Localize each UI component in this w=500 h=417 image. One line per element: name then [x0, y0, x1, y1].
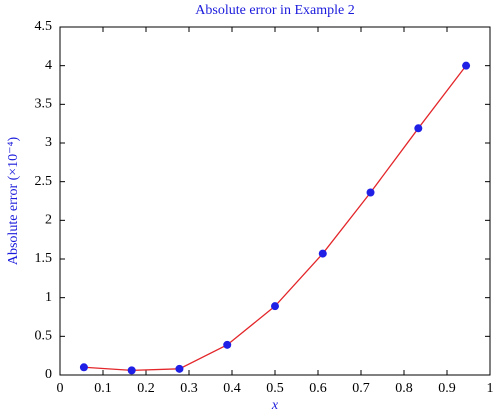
x-tick-label: 0.1	[94, 381, 112, 396]
x-tick-label: 0.4	[223, 381, 241, 396]
y-tick-label: 4.5	[35, 19, 53, 34]
x-tick-label: 0.7	[352, 381, 370, 396]
x-tick-label: 1	[487, 381, 494, 396]
data-point	[318, 249, 327, 258]
y-tick-label: 3.5	[35, 97, 53, 112]
y-axis-label: Absolute error (×10⁻⁴)	[6, 137, 21, 266]
x-tick-label: 0.6	[309, 381, 327, 396]
x-tick-label: 0.3	[180, 381, 198, 396]
x-axis-label: x	[271, 398, 279, 413]
y-tick-label: 0	[45, 367, 52, 382]
data-point	[414, 124, 423, 133]
y-tick-label: 1	[45, 290, 52, 305]
y-tick-label: 2.5	[35, 174, 53, 189]
x-tick-label: 0.8	[395, 381, 413, 396]
x-tick-label: 0.9	[438, 381, 456, 396]
data-point	[366, 188, 375, 197]
y-tick-label: 4	[45, 58, 52, 73]
y-tick-label: 3	[45, 135, 52, 150]
data-point	[79, 363, 88, 372]
data-point	[175, 364, 184, 373]
y-tick-label: 2	[45, 213, 52, 228]
data-point	[223, 340, 232, 349]
x-tick-label: 0.2	[137, 381, 155, 396]
data-point	[127, 366, 136, 375]
chart-title: Absolute error in Example 2	[195, 3, 354, 18]
x-tick-label: 0	[57, 381, 64, 396]
data-point	[271, 302, 279, 311]
x-tick-label: 0.5	[266, 381, 284, 396]
y-tick-label: 0.5	[35, 329, 53, 344]
data-point	[462, 61, 471, 70]
plot-frame	[59, 26, 491, 376]
y-tick-label: 1.5	[35, 251, 53, 266]
data-line	[83, 65, 467, 372]
